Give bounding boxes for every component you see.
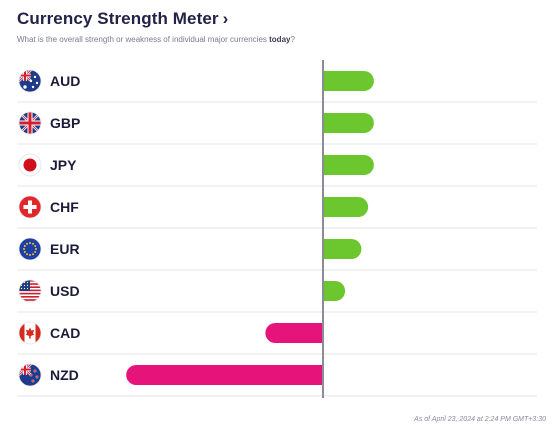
strength-bar-chf: [323, 197, 369, 217]
strength-bar-base-aud: [323, 71, 333, 91]
subtitle-end: ?: [290, 35, 295, 44]
strength-bar-jpy: [323, 155, 374, 175]
strength-bar-aud: [323, 71, 374, 91]
strength-bar-base-chf: [323, 197, 333, 217]
currency-label-gbp: GBP: [50, 115, 80, 131]
subtitle-emphasis: today: [269, 35, 291, 44]
currency-label-usd: USD: [50, 283, 80, 299]
currency-label-eur: EUR: [50, 241, 80, 257]
title-text: Currency Strength Meter: [17, 9, 219, 28]
strength-bar-base-nzd: [313, 365, 323, 385]
page-title[interactable]: Currency Strength Meter ›: [17, 9, 228, 29]
strength-bar-base-gbp: [323, 113, 333, 133]
currency-label-aud: AUD: [50, 73, 80, 89]
chevron-right-icon: ›: [222, 9, 229, 28]
strength-bar-nzd: [126, 365, 323, 385]
new-zealand-flag-icon: [18, 363, 42, 387]
currency-label-cad: CAD: [50, 325, 80, 341]
uk-flag-icon: [18, 111, 42, 135]
strength-bar-base-jpy: [323, 155, 333, 175]
strength-bar-base-usd: [323, 281, 333, 301]
strength-bar-cad: [265, 323, 323, 343]
eu-flag-icon: [18, 237, 42, 261]
us-flag-icon: [18, 279, 42, 303]
strength-bar-base-eur: [323, 239, 333, 259]
strength-bar-base-cad: [313, 323, 323, 343]
page-subtitle: What is the overall strength or weakness…: [17, 35, 295, 44]
currency-label-nzd: NZD: [50, 367, 79, 383]
canada-flag-icon: [18, 321, 42, 345]
australia-flag-icon: [18, 69, 42, 93]
japan-flag-icon: [18, 153, 42, 177]
switzerland-flag-icon: [18, 195, 42, 219]
subtitle-text: What is the overall strength or weakness…: [17, 35, 270, 44]
strength-bar-gbp: [323, 113, 374, 133]
timestamp: As of April 23, 2024 at 2:24 PM GMT+3:30: [414, 416, 546, 423]
currency-label-chf: CHF: [50, 199, 79, 215]
currency-label-jpy: JPY: [50, 157, 77, 173]
